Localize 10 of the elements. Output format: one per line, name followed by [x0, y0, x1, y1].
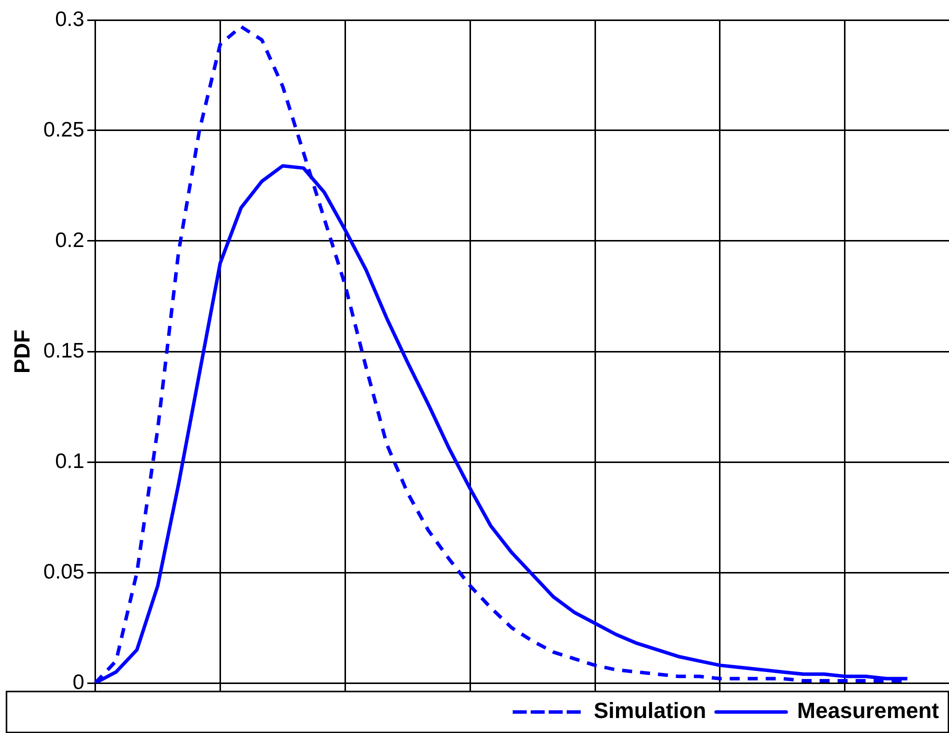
- legend-label: Measurement: [797, 698, 940, 724]
- y-tick-label: 0.2: [55, 228, 84, 252]
- y-tick-label: 0.15: [43, 339, 84, 362]
- legend-label: Simulation: [594, 698, 706, 724]
- y-tick-label: 0.1: [55, 450, 84, 473]
- y-tick-label: 0.05: [43, 560, 84, 584]
- y-axis-title: PDF: [9, 330, 34, 374]
- y-tick-label: 0: [72, 670, 84, 694]
- y-tick-label: 0.3: [55, 8, 84, 31]
- y-tick-label: 0.25: [43, 118, 84, 142]
